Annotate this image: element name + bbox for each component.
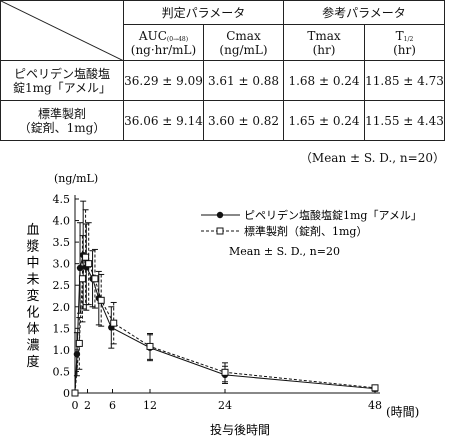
row-label-line2: （錠剤、1mg） xyxy=(18,120,106,135)
x-tick-label: 12 xyxy=(143,399,157,412)
pk-parameter-table: 判定パラメータ 参考パラメータ AUC(0→48) (ng·hr/mL) Cma… xyxy=(0,0,445,141)
data-point xyxy=(91,275,99,283)
table-cell: 3.61 ± 0.88 xyxy=(203,60,284,101)
y-tick-label: 0.5 xyxy=(53,365,71,378)
x-tick-label: 6 xyxy=(109,399,116,412)
table-cell: 11.55 ± 4.43 xyxy=(364,100,445,141)
col-auc-name: AUC xyxy=(138,28,167,43)
y-axis-label-char: 血 xyxy=(26,223,39,238)
legend-entry: ピペリデン塩酸塩錠1mg「アメル」 xyxy=(244,208,422,222)
data-point xyxy=(71,389,79,397)
y-tick-label: 1.5 xyxy=(53,322,71,335)
data-point xyxy=(221,368,229,376)
y-tick-label: 3.5 xyxy=(53,236,71,249)
row-label-line1: ピペリデン塩酸塩 xyxy=(13,66,110,81)
x-tick-label: 24 xyxy=(218,399,232,412)
y-tick-label: 1.0 xyxy=(53,344,71,357)
x-axis-label: 投与後時間 xyxy=(210,422,270,437)
y-axis-label-char: 変 xyxy=(26,288,39,304)
col-tmax-unit: (hr) xyxy=(312,42,336,57)
col-cmax-unit: (ng/mL) xyxy=(219,42,268,57)
table-corner-cell xyxy=(0,0,124,61)
x-axis-unit: (時間) xyxy=(386,405,419,419)
table-cell: 11.85 ± 4.73 xyxy=(364,60,445,101)
col-auc-sub: (0→48) xyxy=(166,35,189,43)
col-thalf-name: T xyxy=(395,28,404,43)
row-label-line2: 錠1mg「アメル」 xyxy=(12,80,112,95)
col-thalf-sub: 1/2 xyxy=(403,35,414,43)
row-label-test: ピペリデン塩酸塩 錠1mg「アメル」 xyxy=(0,60,124,101)
col-header-tmax: Tmax (hr) xyxy=(283,24,365,61)
data-point xyxy=(82,253,90,261)
y-axis-label-char: 体 xyxy=(26,322,39,337)
concentration-time-chart: 00.51.01.52.02.53.03.54.04.50 2 6 12 24 48血漿中… xyxy=(26,172,422,437)
data-point xyxy=(85,260,93,268)
table-cell: 1.65 ± 0.24 xyxy=(283,100,365,141)
data-point xyxy=(97,296,105,304)
data-point xyxy=(78,275,86,283)
y-axis-label-char: 中 xyxy=(26,256,39,271)
y-tick-label: 4.5 xyxy=(53,193,71,206)
y-tick-label: 2.5 xyxy=(53,279,71,292)
y-tick-label: 4.0 xyxy=(53,215,71,228)
col-tmax-name: Tmax xyxy=(307,28,341,43)
col-header-thalf: T1/2 (hr) xyxy=(364,24,445,61)
x-tick-label: 0 xyxy=(72,399,79,412)
table-cell: 1.68 ± 0.24 xyxy=(283,60,365,101)
data-point xyxy=(76,264,84,272)
col-header-cmax: Cmax (ng/mL) xyxy=(203,24,284,61)
legend-marker xyxy=(216,211,224,219)
table-footnote: （Mean ± S. D., n=20） xyxy=(299,151,445,165)
y-axis-unit: (ng/mL) xyxy=(54,172,98,185)
legend-entry: 標準製剤（錠剤、1mg） xyxy=(244,224,367,238)
table-row: ピペリデン塩酸塩 錠1mg「アメル」 36.29 ± 9.09 3.61 ± 0… xyxy=(0,60,445,101)
group-header-reference: 参考パラメータ xyxy=(283,0,445,25)
row-label-line1: 標準製剤 xyxy=(37,106,86,121)
corner-diagonal xyxy=(1,1,123,60)
y-tick-label: 3.0 xyxy=(53,258,71,271)
group-header-judgment: 判定パラメータ xyxy=(123,0,284,25)
table-cell: 3.60 ± 0.82 xyxy=(203,100,284,141)
series-line xyxy=(74,255,376,394)
col-auc-unit: (ng·hr/mL) xyxy=(130,42,197,57)
y-axis-label-char: 漿 xyxy=(26,240,39,255)
data-point xyxy=(371,384,379,392)
x-tick-label: 2 xyxy=(84,399,91,412)
data-point xyxy=(110,319,118,327)
table-cell: 36.29 ± 9.09 xyxy=(123,60,204,101)
y-axis-label-char: 化 xyxy=(26,306,39,321)
y-axis-label-char: 度 xyxy=(26,354,39,370)
y-axis-label-char: 未 xyxy=(26,273,39,288)
col-header-auc: AUC(0→48) (ng·hr/mL) xyxy=(123,24,204,61)
data-point xyxy=(75,339,83,347)
legend-marker xyxy=(216,227,224,235)
x-tick-label: 48 xyxy=(368,399,382,412)
col-cmax-name: Cmax xyxy=(226,28,261,43)
row-label-reference: 標準製剤 （錠剤、1mg） xyxy=(0,100,124,141)
table-cell: 36.06 ± 9.14 xyxy=(123,100,204,141)
y-tick-label: 0 xyxy=(63,387,70,400)
data-point xyxy=(146,342,154,350)
col-thalf-unit: (hr) xyxy=(393,42,416,57)
table-row: 標準製剤 （錠剤、1mg） 36.06 ± 9.14 3.60 ± 0.82 1… xyxy=(0,100,445,141)
y-axis-label-char: 濃 xyxy=(26,339,39,354)
y-tick-label: 2.0 xyxy=(53,301,71,314)
legend-note: Mean ± S. D., n=20 xyxy=(229,245,340,258)
